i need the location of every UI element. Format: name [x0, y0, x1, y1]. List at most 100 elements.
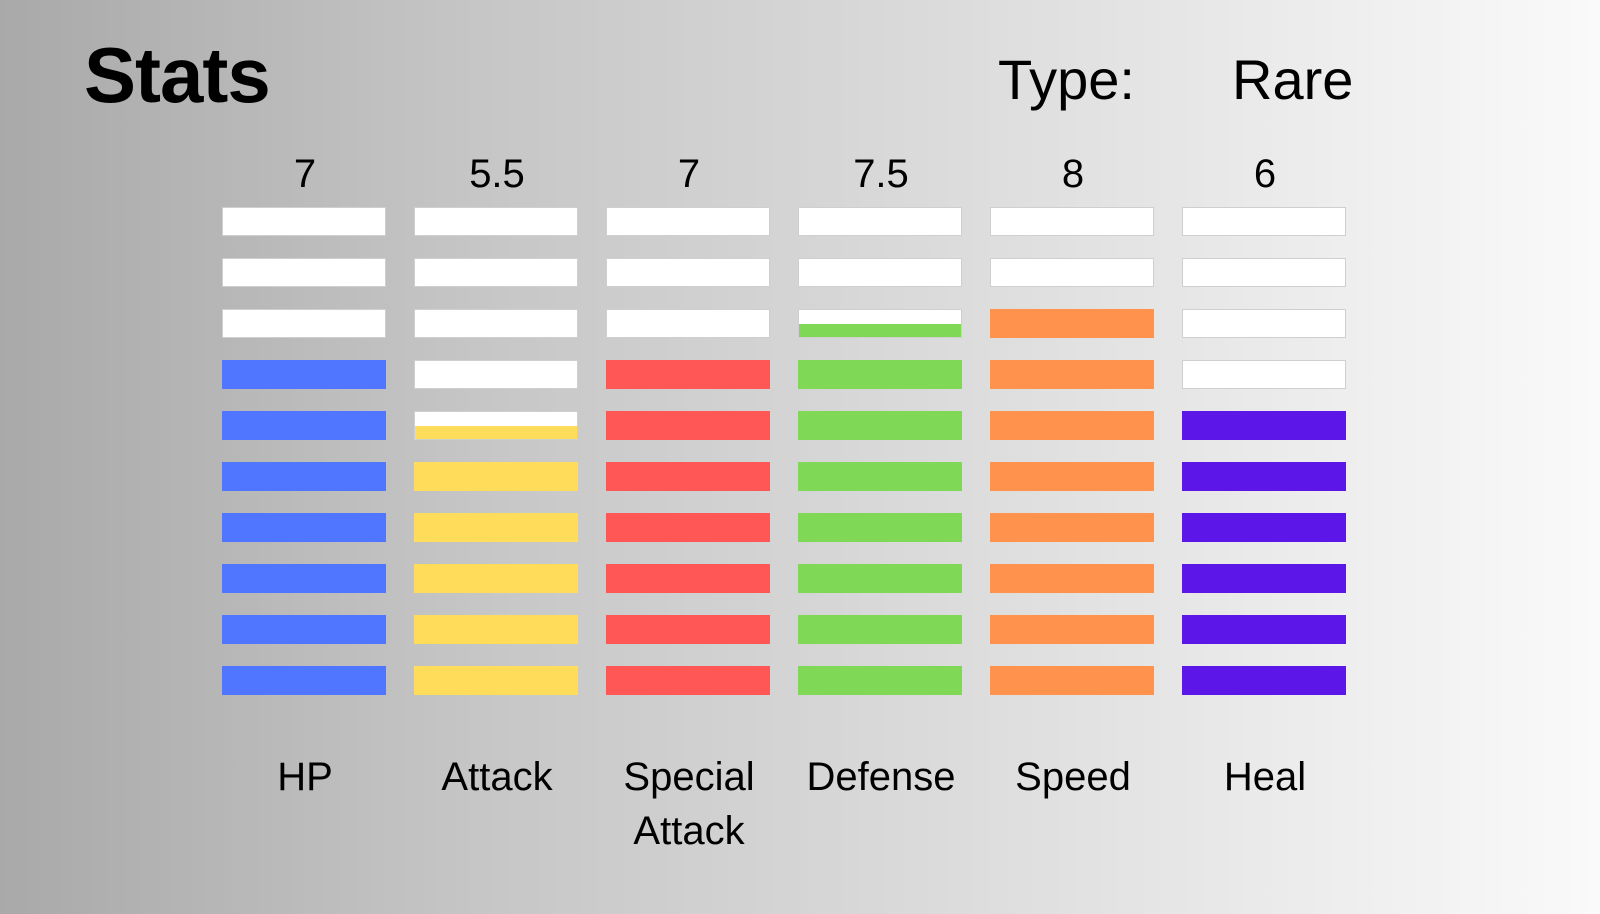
stat-segment-fill: [223, 667, 385, 694]
stat-segment: [606, 615, 770, 644]
stat-segment: [606, 564, 770, 593]
stat-segment-fill: [1183, 667, 1345, 694]
stat-segment-fill: [607, 412, 769, 439]
stat-segment: [414, 309, 578, 338]
stat-segment: [1182, 564, 1346, 593]
stat-segment: [222, 360, 386, 389]
stat-value: 7.5: [853, 152, 909, 196]
stat-segment: [222, 564, 386, 593]
stat-segment: [1182, 207, 1346, 236]
stat-segment-fill: [799, 514, 961, 541]
stat-segment-fill: [1183, 463, 1345, 490]
stat-segment: [222, 411, 386, 440]
stat-segment: [990, 615, 1154, 644]
stat-label: Attack: [441, 755, 553, 799]
stat-segment-fill: [415, 667, 577, 694]
stat-segment-fill: [799, 463, 961, 490]
stat-segment: [1182, 666, 1346, 695]
stat-segment: [606, 666, 770, 695]
stat-segment: [798, 462, 962, 491]
stat-segment-fill: [415, 565, 577, 592]
stat-segment: [222, 258, 386, 287]
stat-value: 7: [677, 152, 701, 196]
stat-segment: [1182, 462, 1346, 491]
stat-segment: [414, 258, 578, 287]
stat-segment: [990, 309, 1154, 338]
stat-segment-fill: [991, 310, 1153, 337]
stat-segment: [414, 462, 578, 491]
stat-segment-fill: [223, 463, 385, 490]
stat-segment: [990, 564, 1154, 593]
stat-segment: [798, 411, 962, 440]
stat-segment-fill: [607, 463, 769, 490]
stat-segment: [222, 666, 386, 695]
stat-segment: [222, 207, 386, 236]
stat-segment-fill: [799, 323, 961, 337]
stat-segment-fill: [415, 425, 577, 439]
stat-segment-fill: [223, 412, 385, 439]
stat-label: Defense: [806, 755, 956, 799]
stat-segment-fill: [607, 514, 769, 541]
stat-segment: [606, 258, 770, 287]
stat-segment: [990, 207, 1154, 236]
stat-segment-fill: [991, 463, 1153, 490]
stat-segment-fill: [991, 412, 1153, 439]
stat-segment-fill: [799, 412, 961, 439]
stat-label: HP: [277, 755, 333, 799]
stat-segment-fill: [799, 667, 961, 694]
stat-segment: [798, 309, 962, 338]
stat-segment: [1182, 360, 1346, 389]
stat-segment-fill: [799, 565, 961, 592]
stat-segment: [222, 309, 386, 338]
stat-segment: [1182, 615, 1346, 644]
stat-value: 5.5: [469, 152, 525, 196]
stat-segment-fill: [415, 463, 577, 490]
stat-segment-fill: [991, 565, 1153, 592]
stat-segment: [1182, 258, 1346, 287]
stat-segment-fill: [223, 514, 385, 541]
stat-segment-fill: [991, 361, 1153, 388]
stat-segment: [414, 666, 578, 695]
stat-segment: [606, 360, 770, 389]
stat-segment-fill: [991, 667, 1153, 694]
stat-segment: [990, 411, 1154, 440]
stat-segment: [606, 411, 770, 440]
stat-segment-fill: [223, 361, 385, 388]
stat-segment: [798, 207, 962, 236]
stat-segment: [222, 615, 386, 644]
stat-value: 7: [293, 152, 317, 196]
stat-segment: [990, 666, 1154, 695]
stat-segment: [798, 666, 962, 695]
stat-label: Heal: [1223, 755, 1307, 799]
stat-segment: [414, 564, 578, 593]
stat-segment-fill: [223, 616, 385, 643]
stat-segment: [798, 615, 962, 644]
stat-segment: [990, 258, 1154, 287]
stat-segment-fill: [415, 616, 577, 643]
stat-segment: [222, 462, 386, 491]
stat-segment-fill: [607, 361, 769, 388]
stat-value: 8: [1061, 152, 1085, 196]
stat-segment-fill: [991, 616, 1153, 643]
stat-label: Speed: [1015, 755, 1131, 799]
type-value: Rare: [1232, 48, 1354, 111]
stat-segment: [990, 513, 1154, 542]
stat-segment: [1182, 513, 1346, 542]
stat-segment-fill: [799, 616, 961, 643]
stat-segment: [606, 309, 770, 338]
stat-segment-fill: [607, 565, 769, 592]
stat-segment-fill: [415, 514, 577, 541]
stat-segment: [1182, 411, 1346, 440]
stat-segment: [798, 564, 962, 593]
stat-segment: [414, 411, 578, 440]
stat-label: Special Attack: [623, 755, 755, 853]
stat-segment-fill: [799, 361, 961, 388]
stat-segment: [798, 258, 962, 287]
stat-segment: [414, 513, 578, 542]
stats-title: Stats: [84, 31, 271, 119]
stat-segment: [222, 513, 386, 542]
stat-segment-fill: [607, 667, 769, 694]
stat-segment: [414, 207, 578, 236]
stat-segment: [1182, 309, 1346, 338]
stat-segment-fill: [1183, 514, 1345, 541]
